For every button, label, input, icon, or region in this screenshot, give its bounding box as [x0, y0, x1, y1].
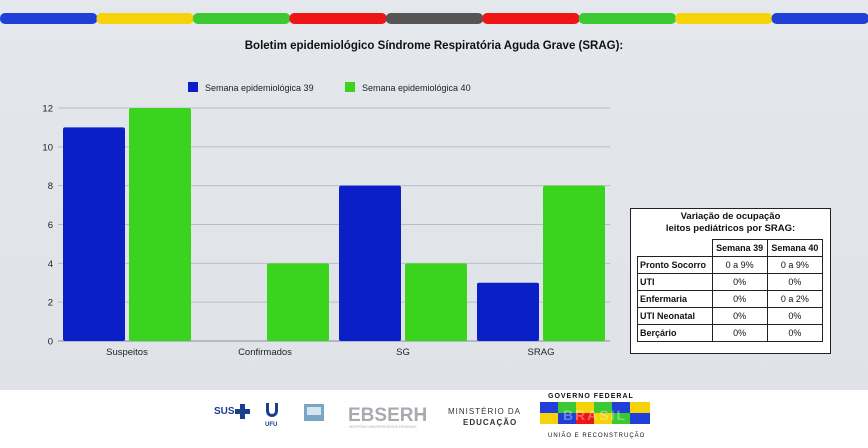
ministerio-line2: EDUCAÇÃO [463, 418, 517, 427]
color-stripe [0, 13, 868, 24]
row-label: UTI [637, 273, 713, 291]
brasil-block [558, 413, 576, 424]
x-tick-label: Confirmados [238, 347, 292, 358]
cell-week39: 0% [711, 307, 768, 325]
stripe-segment [289, 13, 387, 24]
occupancy-table: Variação de ocupação leitos pediátricos … [630, 208, 831, 354]
y-tick-label: 8 [48, 181, 53, 192]
brasil-wordmark: BRASIL [563, 407, 627, 423]
cell-week40: 0% [766, 273, 824, 291]
table-row: UTI 0% 0% [637, 273, 824, 291]
cell-week40: 0% [766, 307, 824, 325]
brasil-block [612, 402, 630, 413]
bar [339, 185, 401, 341]
legend-swatch [188, 82, 198, 92]
stripe-segment [96, 13, 194, 24]
stripe-segment [675, 13, 773, 24]
bar [129, 108, 191, 341]
bar [63, 127, 125, 341]
brasil-block [594, 402, 612, 413]
hc-emblem-inner [307, 407, 321, 415]
bar [267, 263, 329, 341]
sus-text: SUS [214, 406, 235, 417]
bar-chart: 0 2 4 6 8 10 12 Suspeitos Confirmados SG SRAG Seman… [42, 82, 610, 358]
y-tick-label: 0 [48, 337, 53, 348]
cell-week39: 0% [711, 324, 768, 342]
footer-logo-strip: SUS UFU EBSERH HOSPITAIS UNIVERSITÁRIOS … [214, 393, 650, 439]
x-tick-label: Suspeitos [106, 347, 148, 358]
occupancy-grid: Semana 39 Semana 40 Pronto Socorro 0 a 9… [637, 239, 824, 342]
table-row: Berçário 0% 0% [637, 324, 824, 342]
y-tick-label: 10 [42, 142, 53, 153]
table-row: UTI Neonatal 0% 0% [637, 307, 824, 325]
brasil-block [576, 413, 594, 424]
brasil-block [540, 413, 558, 424]
header-semana-39: Semana 39 [711, 239, 768, 257]
table-row: Pronto Socorro 0 a 9% 0 a 9% [637, 256, 824, 274]
occupancy-title-line2: leitos pediátricos por SRAG: [665, 223, 796, 234]
stripe-segment [192, 13, 291, 24]
cell-week40: 0 a 9% [766, 256, 824, 274]
row-label: UTI Neonatal [637, 307, 713, 325]
bar [543, 185, 605, 341]
ufu-mark [266, 403, 278, 417]
stripe-segment [578, 13, 677, 24]
stripe-segment [482, 13, 580, 24]
legend-swatch [345, 82, 355, 92]
cell-week39: 0% [711, 290, 768, 308]
stripe-segment [385, 13, 484, 24]
row-label: Pronto Socorro [637, 256, 713, 274]
cell-week40: 0% [766, 324, 824, 342]
gov-federal-text: GOVERNO FEDERAL [548, 393, 634, 400]
gov-slogan: UNIÃO E RECONSTRUÇÃO [548, 432, 645, 439]
stripe-segment [771, 13, 868, 24]
ministerio-line1: MINISTÉRIO DA [448, 407, 521, 416]
bar [405, 263, 467, 341]
y-tick-label: 6 [48, 220, 53, 231]
cell-week39: 0% [711, 273, 768, 291]
brasil-block [630, 413, 650, 424]
brasil-block [540, 402, 558, 413]
brasil-block [630, 402, 650, 413]
occupancy-title-line1: Variação de ocupação [680, 211, 781, 222]
stripe-segment [0, 13, 98, 24]
row-label: Enfermaria [637, 290, 713, 308]
brasil-block [594, 413, 612, 424]
x-tick-label: SG [396, 347, 410, 358]
legend-label: Semana epidemiológica 40 [362, 83, 471, 93]
ebserh-logo: EBSERH [348, 405, 427, 426]
footer-logos: SUS UFU EBSERH HOSPITAIS UNIVERSITÁRIOS … [0, 390, 868, 443]
brasil-logo: BRASIL [540, 402, 650, 424]
sus-logo: SUS [214, 404, 250, 419]
row-label: Berçário [637, 324, 713, 342]
cell-week39: 0 a 9% [711, 256, 768, 274]
x-tick-label: SRAG [528, 347, 555, 358]
legend-label: Semana epidemiológica 39 [205, 83, 314, 93]
table-row: Enfermaria 0% 0 a 2% [637, 290, 824, 308]
ufu-text: UFU [265, 422, 277, 428]
ufu-logo: UFU [265, 403, 278, 428]
brasil-block [576, 402, 594, 413]
header-semana-40: Semana 40 [766, 239, 824, 257]
sus-cross-h [235, 409, 250, 414]
chart-title: Boletim epidemiológico Síndrome Respirat… [244, 40, 624, 52]
occupancy-corner [637, 239, 713, 257]
occupancy-header-row: Semana 39 Semana 40 [637, 239, 824, 257]
infographic-panel: Boletim epidemiológico Síndrome Respirat… [0, 0, 868, 390]
brasil-block [558, 402, 576, 413]
ebserh-subtitle: HOSPITAIS UNIVERSITÁRIOS FEDERAIS [349, 425, 417, 429]
y-tick-label: 4 [48, 259, 53, 270]
bar [477, 282, 539, 341]
y-tick-label: 2 [48, 298, 53, 309]
occupancy-table-title: Variação de ocupação leitos pediátricos … [631, 209, 830, 239]
cell-week40: 0 a 2% [766, 290, 824, 308]
y-tick-label: 12 [42, 104, 53, 115]
brasil-block [612, 413, 630, 424]
